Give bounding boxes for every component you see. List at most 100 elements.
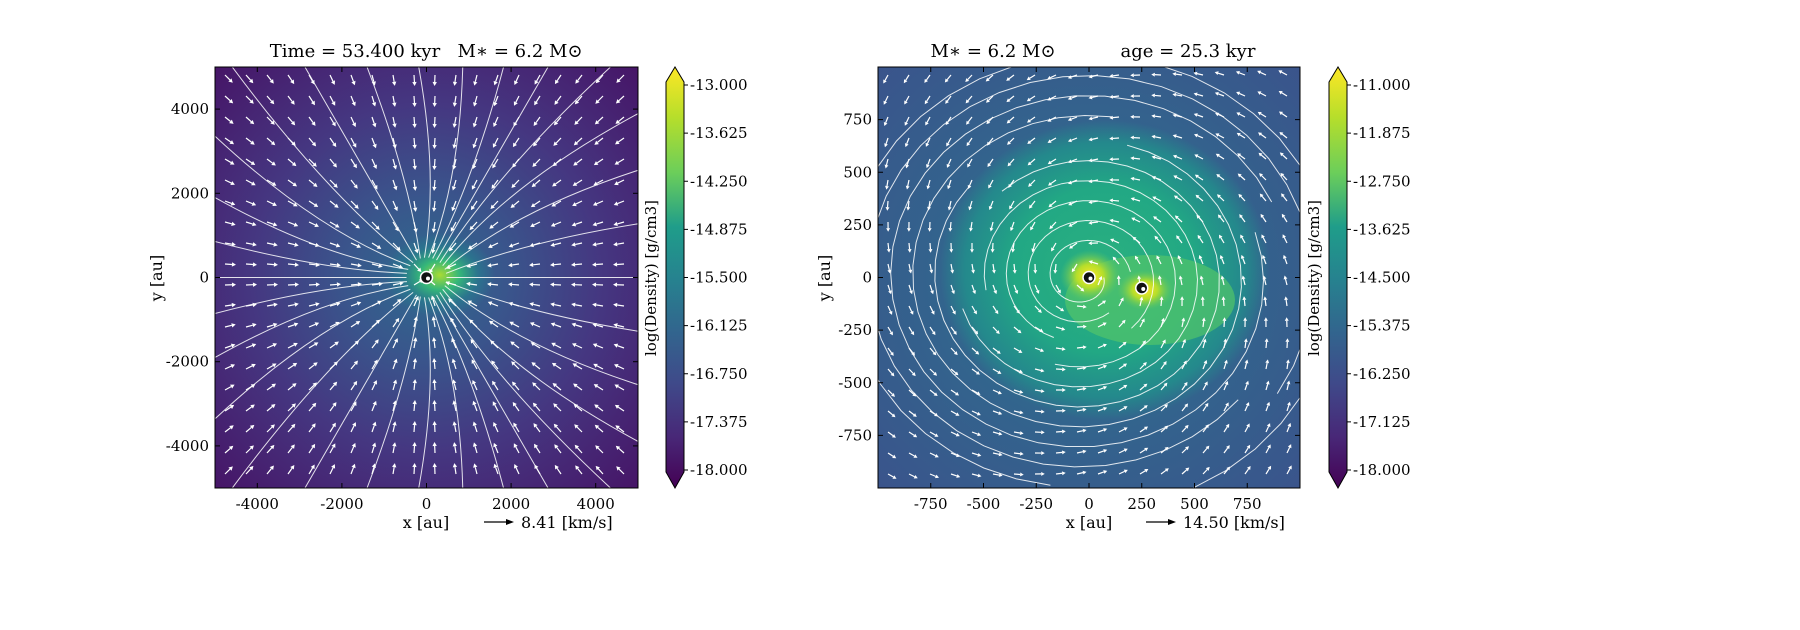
streamline: [445, 281, 638, 332]
velocity-arrow: [433, 319, 436, 328]
y-tick-label: -750: [838, 426, 872, 444]
velocity-arrow: [287, 74, 293, 82]
velocity-arrow-head: [1197, 234, 1202, 239]
velocity-arrow-head: [614, 384, 620, 389]
velocity-arrow-head: [412, 421, 417, 426]
velocity-arrow: [1156, 237, 1162, 244]
velocity-arrow: [1010, 200, 1015, 207]
left-streamlines: [215, 67, 638, 488]
velocity-arrow: [950, 305, 955, 312]
velocity-arrow-head: [1164, 468, 1169, 472]
velocity-arrow-head: [331, 121, 336, 127]
streamline: [304, 294, 417, 488]
streamline: [439, 292, 612, 488]
velocity-arrow: [596, 242, 604, 245]
velocity-arrow-head: [924, 78, 928, 83]
velocity-arrow: [413, 280, 421, 286]
velocity-arrow: [224, 242, 233, 245]
velocity-arrow: [224, 95, 231, 102]
velocity-arrow-head: [998, 431, 1003, 436]
velocity-arrow: [1244, 362, 1248, 370]
velocity-arrow-head: [532, 402, 538, 408]
velocity-arrow: [453, 137, 457, 145]
velocity-arrow: [308, 263, 317, 266]
velocity-arrow: [392, 301, 399, 307]
velocity-arrow: [1013, 326, 1020, 332]
velocity-arrow: [1076, 451, 1084, 454]
velocity-arrow: [266, 426, 273, 433]
y-tick-label: -250: [838, 321, 872, 339]
velocity-arrow: [433, 179, 436, 188]
velocity-arrow-head: [1217, 214, 1222, 219]
velocity-arrow-head: [1139, 296, 1144, 301]
velocity-arrow: [224, 200, 232, 205]
velocity-arrow: [392, 282, 400, 286]
velocity-arrow-head: [1236, 132, 1241, 137]
velocity-arrow: [453, 404, 457, 412]
streamline: [445, 223, 638, 274]
velocity-arrow: [1139, 449, 1146, 454]
velocity-arrow-head: [1164, 446, 1169, 451]
velocity-arrow: [1263, 278, 1267, 286]
velocity-arrow-head: [1286, 380, 1291, 385]
velocity-arrow: [1034, 368, 1042, 372]
velocity-arrow: [1118, 322, 1124, 328]
velocity-arrow-head: [573, 141, 579, 146]
velocity-arrow-head: [431, 228, 437, 233]
velocity-arrow: [576, 95, 583, 102]
velocity-arrow: [617, 179, 625, 184]
velocity-arrow-head: [1122, 341, 1127, 346]
velocity-arrow: [575, 324, 583, 328]
velocity-arrow-head: [1019, 431, 1024, 435]
velocity-arrow-head: [1180, 296, 1185, 300]
velocity-arrow: [1013, 410, 1021, 413]
velocity-arrow-head: [353, 360, 359, 366]
velocity-arrow: [1219, 216, 1225, 223]
velocity-arrow-head: [1185, 467, 1190, 472]
velocity-arrow: [1076, 409, 1084, 412]
velocity-arrow: [554, 179, 562, 185]
velocity-arrow: [1181, 469, 1188, 475]
velocity-arrow-head: [888, 290, 892, 295]
velocity-arrow-head: [1061, 471, 1066, 476]
velocity-arrow-head: [534, 443, 539, 449]
velocity-arrow: [1160, 299, 1163, 307]
velocity-arrow-head: [592, 242, 597, 247]
velocity-arrow: [371, 158, 376, 166]
velocity-arrow-head: [493, 422, 498, 427]
velocity-arrow-head: [472, 442, 478, 447]
velocity-arrow-head: [614, 160, 620, 165]
left-title-time: Time = 53.400 kyr: [270, 41, 441, 62]
velocity-arrow-head: [1006, 119, 1011, 124]
streamline: [1005, 200, 1177, 368]
velocity-arrow-head: [1265, 380, 1270, 385]
streamline: [934, 160, 1220, 408]
velocity-arrow-head: [613, 343, 619, 348]
velocity-arrow-head: [533, 121, 538, 126]
velocity-arrow: [490, 283, 499, 286]
velocity-arrow-head: [1214, 92, 1219, 96]
velocity-arrow: [1218, 134, 1225, 139]
velocity-arrow: [1157, 258, 1162, 265]
velocity-arrow-head: [414, 248, 419, 254]
velocity-arrow: [350, 302, 358, 307]
velocity-arrow-head: [315, 282, 320, 287]
velocity-arrow-head: [228, 78, 233, 83]
velocity-arrow: [554, 242, 562, 246]
streamline: [442, 288, 638, 442]
velocity-arrow: [1029, 74, 1036, 79]
velocity-arrow: [474, 425, 478, 433]
velocity-arrow-head: [1051, 247, 1055, 252]
velocity-arrow-head: [1130, 73, 1134, 78]
velocity-arrow: [990, 200, 994, 207]
velocity-arrow-head: [930, 290, 934, 295]
velocity-arrow-head: [273, 322, 278, 328]
velocity-arrow: [1091, 261, 1099, 265]
velocity-arrow-head: [1159, 296, 1164, 301]
velocity-arrow-head: [574, 444, 580, 450]
streamline: [1027, 219, 1155, 329]
velocity-arrow-head: [1109, 157, 1113, 162]
velocity-arrow: [350, 363, 356, 370]
velocity-arrow-head: [613, 282, 618, 287]
velocity-arrow-head: [291, 403, 296, 408]
